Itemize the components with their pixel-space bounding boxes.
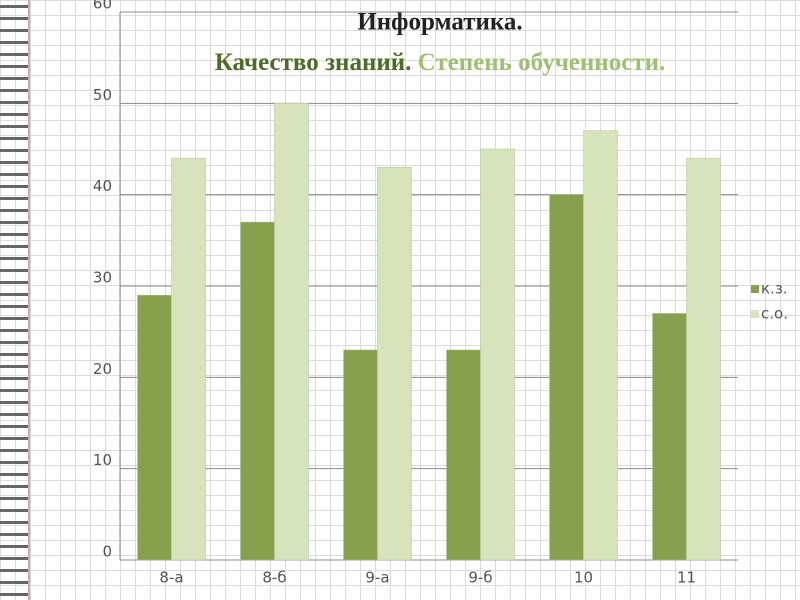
bar <box>137 294 172 561</box>
legend-label: с.о. <box>761 305 788 323</box>
bar <box>240 221 275 561</box>
bar <box>171 157 206 561</box>
subtitle-part: Степень обученности. <box>418 49 666 76</box>
y-tick-label: 0 <box>102 543 112 561</box>
y-tick-label: 40 <box>93 177 112 195</box>
bar <box>377 167 412 561</box>
y-tick-label: 20 <box>93 360 112 378</box>
bar <box>480 148 515 561</box>
x-tick-label: 9-б <box>468 569 492 587</box>
x-tick-label: 8-а <box>159 569 183 587</box>
chart-title: Информатика. <box>357 9 522 36</box>
legend-label: к.з. <box>761 280 788 298</box>
legend-swatch <box>751 310 759 318</box>
y-tick-label: 50 <box>93 86 112 104</box>
y-tick-label: 60 <box>93 0 112 13</box>
x-tick-label: 9-а <box>365 569 389 587</box>
bar <box>549 194 584 561</box>
bar <box>652 313 687 561</box>
y-tick-label: 30 <box>93 269 112 287</box>
x-tick-label: 8-б <box>262 569 286 587</box>
y-tick-label: 10 <box>93 451 112 469</box>
bar <box>446 349 481 561</box>
x-tick-label: 11 <box>677 569 696 587</box>
notebook-binding <box>0 0 30 600</box>
bar <box>274 103 309 561</box>
bar <box>686 157 721 561</box>
subtitle-part: Качество знаний. <box>215 49 412 76</box>
legend-swatch <box>751 285 759 293</box>
chart-subtitle: Качество знаний. Степень обученности. <box>215 49 665 76</box>
x-tick-label: 10 <box>574 569 593 587</box>
bar <box>583 130 618 561</box>
bar <box>343 349 378 561</box>
